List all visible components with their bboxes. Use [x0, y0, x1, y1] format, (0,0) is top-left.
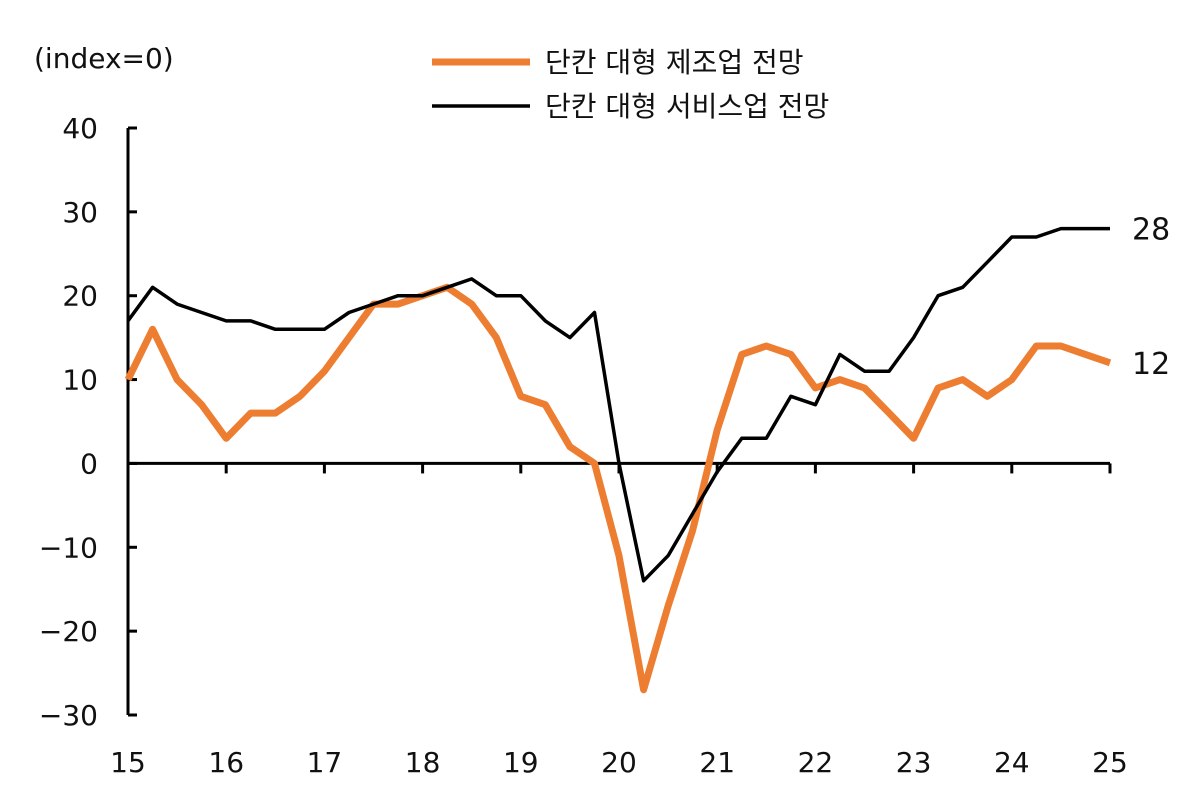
x-tick-label: 23 [896, 746, 932, 779]
legend-label: 단칸 대형 제조업 전망 [545, 46, 804, 79]
x-tick-label: 15 [110, 746, 146, 779]
series-line-1 [124, 283, 1112, 694]
axes: 40 30 20 10 0 −10 −20 −30 15 16 17 18 19 20 21 22 23 24 25 [39, 112, 1128, 779]
y-tick-label: 20 [62, 280, 98, 313]
end-value-label: 12 [1132, 347, 1170, 382]
x-tick-label: 20 [601, 746, 637, 779]
end-labels: 12 28 [1132, 213, 1170, 382]
y-tick-label: 10 [62, 364, 98, 397]
end-value-label: 28 [1132, 213, 1170, 248]
y-tick-label: 0 [80, 447, 98, 480]
x-tick-label: 19 [503, 746, 539, 779]
y-tick-label: −20 [39, 615, 98, 648]
x-tick-label: 25 [1092, 746, 1128, 779]
x-tick-label: 22 [798, 746, 834, 779]
x-tick-label: 16 [208, 746, 244, 779]
y-tick-label: −10 [39, 531, 98, 564]
y-tick-label: 40 [62, 112, 98, 145]
y-unit-label: (index=0) [34, 42, 174, 75]
x-tick-label: 21 [699, 746, 735, 779]
x-tick-label: 24 [994, 746, 1030, 779]
y-tick-label: 30 [62, 196, 98, 229]
series-line-2 [126, 226, 1110, 583]
x-tick-label: 17 [307, 746, 343, 779]
y-tick-label: −30 [39, 699, 98, 732]
legend-label: 단칸 대형 서비스업 전망 [545, 90, 829, 123]
x-tick-label: 18 [405, 746, 441, 779]
series-lines [124, 226, 1112, 694]
